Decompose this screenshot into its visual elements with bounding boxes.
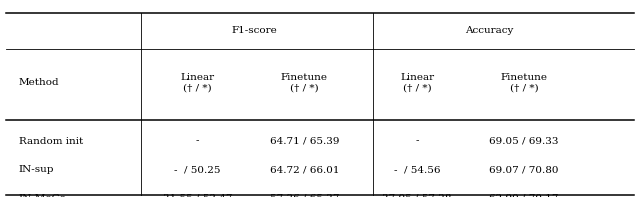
Text: Linear
(† / *): Linear († / *): [400, 72, 435, 93]
Text: Accuracy: Accuracy: [465, 26, 513, 35]
Text: F1-score: F1-score: [231, 26, 277, 35]
Text: 64.72 / 66.01: 64.72 / 66.01: [269, 165, 339, 174]
Text: IN-sup: IN-sup: [19, 165, 54, 174]
Text: 57.36 / 65.37: 57.36 / 65.37: [269, 194, 339, 197]
Text: 37.05 / 57.28: 37.05 / 57.28: [383, 194, 452, 197]
Text: 62.90 / 70.17: 62.90 / 70.17: [489, 194, 559, 197]
Text: -  / 54.56: - / 54.56: [394, 165, 440, 174]
Text: -: -: [196, 137, 200, 146]
Text: Linear
(† / *): Linear († / *): [180, 72, 215, 93]
Text: IN-MoCo: IN-MoCo: [19, 194, 67, 197]
Text: 69.05 / 69.33: 69.05 / 69.33: [489, 137, 559, 146]
Text: 69.07 / 70.80: 69.07 / 70.80: [489, 165, 559, 174]
Text: 31.55 / 53.47: 31.55 / 53.47: [163, 194, 232, 197]
Text: -: -: [415, 137, 419, 146]
Text: Method: Method: [19, 78, 60, 87]
Text: Finetune
(† / *): Finetune († / *): [500, 72, 547, 93]
Text: Random init: Random init: [19, 137, 83, 146]
Text: Finetune
(† / *): Finetune († / *): [281, 72, 328, 93]
Text: -  / 50.25: - / 50.25: [175, 165, 221, 174]
Text: 64.71 / 65.39: 64.71 / 65.39: [269, 137, 339, 146]
